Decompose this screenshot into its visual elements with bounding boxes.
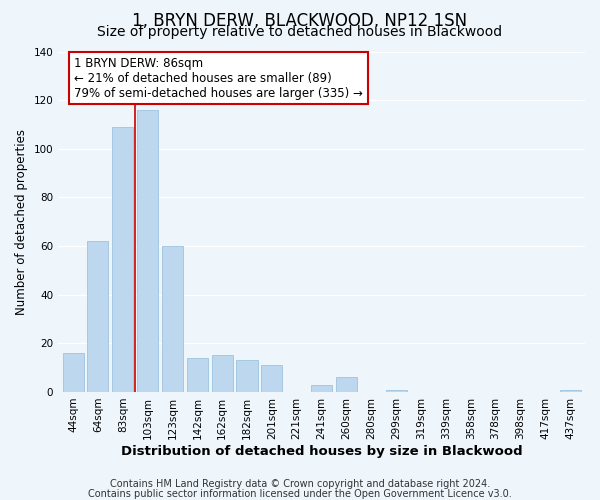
Text: Contains public sector information licensed under the Open Government Licence v3: Contains public sector information licen… bbox=[88, 489, 512, 499]
Bar bbox=[262, 365, 283, 392]
Bar bbox=[137, 110, 158, 392]
Text: 1 BRYN DERW: 86sqm
← 21% of detached houses are smaller (89)
79% of semi-detache: 1 BRYN DERW: 86sqm ← 21% of detached hou… bbox=[74, 56, 363, 100]
X-axis label: Distribution of detached houses by size in Blackwood: Distribution of detached houses by size … bbox=[121, 444, 523, 458]
Text: Contains HM Land Registry data © Crown copyright and database right 2024.: Contains HM Land Registry data © Crown c… bbox=[110, 479, 490, 489]
Bar bbox=[162, 246, 183, 392]
Text: Size of property relative to detached houses in Blackwood: Size of property relative to detached ho… bbox=[97, 25, 503, 39]
Bar bbox=[88, 241, 109, 392]
Bar bbox=[236, 360, 257, 392]
Y-axis label: Number of detached properties: Number of detached properties bbox=[15, 128, 28, 314]
Bar bbox=[386, 390, 407, 392]
Bar bbox=[311, 384, 332, 392]
Bar bbox=[62, 353, 83, 392]
Bar bbox=[212, 356, 233, 392]
Bar bbox=[336, 378, 357, 392]
Bar bbox=[560, 390, 581, 392]
Bar bbox=[112, 127, 133, 392]
Bar bbox=[187, 358, 208, 392]
Text: 1, BRYN DERW, BLACKWOOD, NP12 1SN: 1, BRYN DERW, BLACKWOOD, NP12 1SN bbox=[133, 12, 467, 30]
